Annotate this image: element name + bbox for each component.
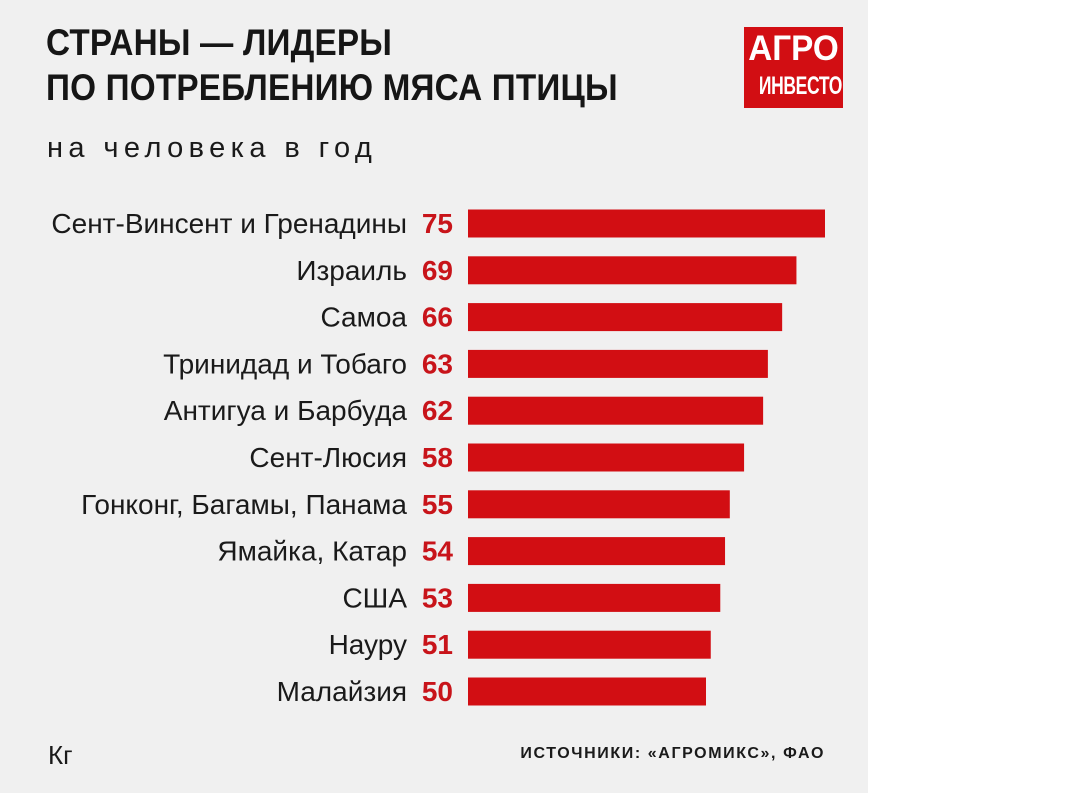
value-label: 53 [422,582,453,613]
bar [468,490,730,519]
chart-subtitle: на человека в год [47,132,378,164]
bar [468,396,764,425]
category-label: Израиль [296,255,407,286]
unit-label: Кг [48,740,73,770]
bar-chart: Сент-Винсент и Гренадины 75 Израиль 69 Самоа… [51,208,825,707]
category-label: Тринидад и Тобаго [163,348,407,379]
category-label: Науру [329,629,407,660]
logo-text-line-1: АГРО [748,29,839,68]
value-label: 69 [422,255,453,286]
bar [468,349,768,378]
category-label: Малайзия [277,676,407,707]
value-label: 62 [422,395,453,426]
bar [468,209,825,238]
value-label: 75 [422,208,453,239]
bar [468,630,711,659]
category-label: Антигуа и Барбуда [164,395,408,426]
agroinvestor-logo: АГРО ИНВЕСТОР [744,27,843,108]
value-label: 66 [422,302,453,333]
category-label: Ямайка, Катар [217,536,407,567]
value-label: 54 [422,536,454,567]
chart-title-line-1: СТРАНЫ — ЛИДЕРЫ [46,22,393,63]
value-label: 58 [422,442,453,473]
category-label: Самоа [320,302,407,333]
value-label: 50 [422,676,453,707]
category-label: США [342,582,407,613]
category-label: Сент-Винсент и Гренадины [51,208,407,239]
bar [468,583,721,612]
category-label: Сент-Люсия [249,442,407,473]
source-note: ИСТОЧНИКИ: «АГРОМИКС», ФАО [520,745,825,762]
bar [468,303,783,332]
value-label: 63 [422,348,453,379]
bar [468,256,797,285]
bar [468,443,745,472]
bar [468,677,706,706]
value-label: 55 [422,489,453,520]
bar [468,537,726,566]
category-label: Гонконг, Багамы, Панама [81,489,407,520]
value-label: 51 [422,629,453,660]
chart-panel: СТРАНЫ — ЛИДЕРЫ ПО ПОТРЕБЛЕНИЮ МЯСА ПТИЦ… [0,0,868,793]
chart-title-line-2: ПО ПОТРЕБЛЕНИЮ МЯСА ПТИЦЫ [46,67,618,108]
chart-title: СТРАНЫ — ЛИДЕРЫ ПО ПОТРЕБЛЕНИЮ МЯСА ПТИЦ… [46,20,618,110]
